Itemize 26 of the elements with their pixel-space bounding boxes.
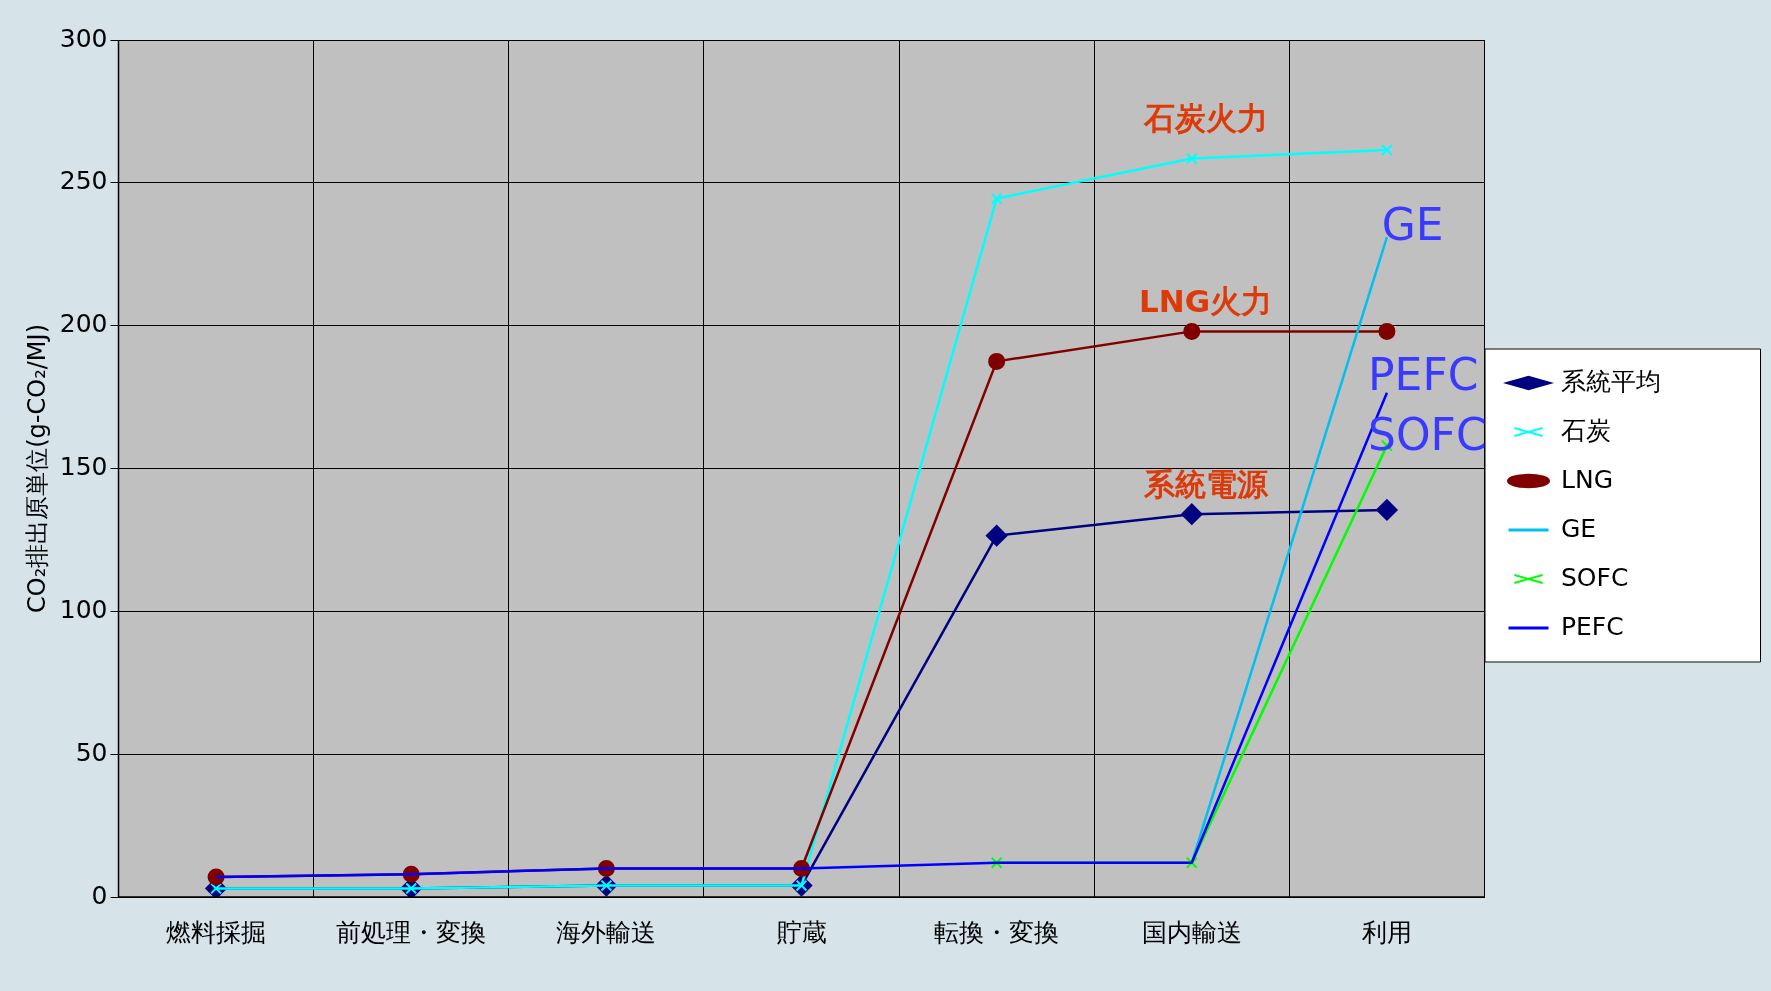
legend-label: SOFC [1561,562,1629,592]
legend-label: 石炭 [1561,415,1611,445]
y-tick-label: 50 [75,737,108,767]
y-tick-label: 250 [59,166,108,196]
x-tick-label: 貯蔵 [776,917,827,947]
x-tick-label: 国内輸送 [1141,917,1242,947]
annotation: GE [1381,198,1444,250]
annotation: 石炭火力 [1142,100,1268,137]
legend-label: PEFC [1561,611,1624,641]
legend-label: LNG [1561,464,1614,494]
annotation: LNG火力 [1139,283,1273,319]
x-tick-label: 海外輸送 [556,917,657,947]
legend-label: 系統平均 [1561,366,1661,396]
y-tick-label: 100 [59,594,108,624]
y-tick-label: 0 [91,880,108,910]
legend-label: GE [1561,513,1597,543]
annotation: PEFC [1368,348,1479,400]
y-tick-label: 150 [59,452,108,481]
x-tick-label: 前処理・変換 [336,917,487,947]
y-tick-label: 300 [59,23,108,53]
x-tick-label: 利用 [1361,917,1412,947]
x-tick-label: 転換・変換 [934,917,1060,947]
y-tick-label: 200 [59,309,108,339]
x-tick-label: 燃料採掘 [166,917,267,947]
y-axis-title: CO₂排出原単位(g-CO₂/MJ) [22,323,51,614]
annotation: 系統電源 [1142,466,1269,503]
